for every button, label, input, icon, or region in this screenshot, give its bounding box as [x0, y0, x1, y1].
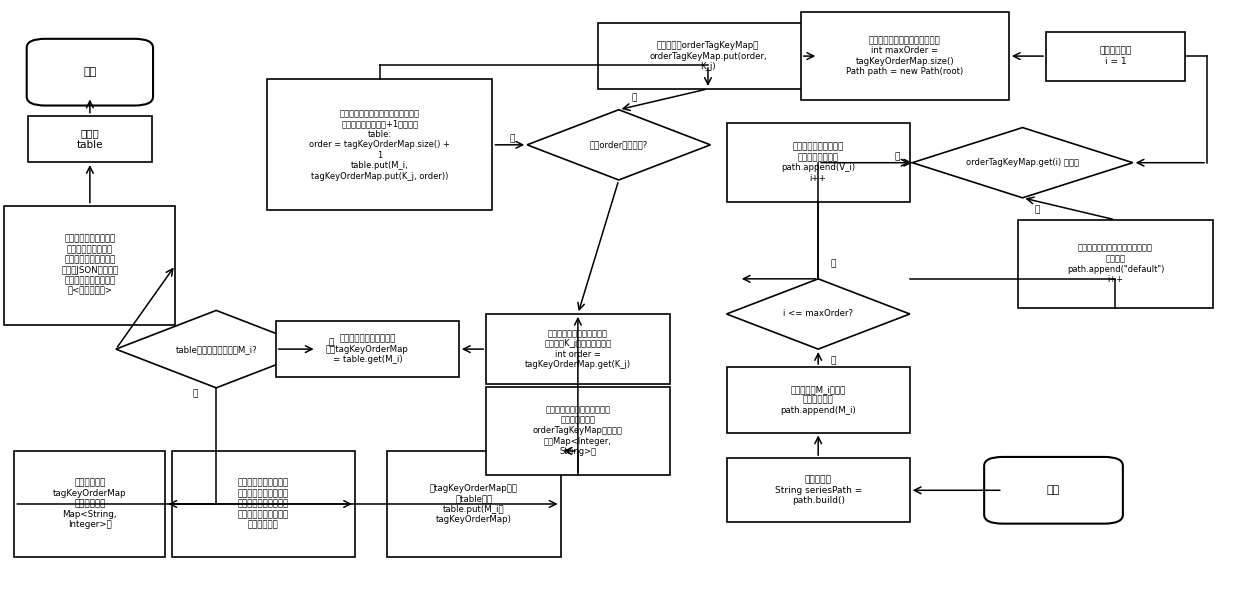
- Polygon shape: [727, 279, 910, 349]
- Text: 当前order是否为空?: 当前order是否为空?: [590, 140, 647, 149]
- FancyBboxPatch shape: [801, 12, 1009, 100]
- Polygon shape: [913, 128, 1133, 198]
- Text: 初始化
table: 初始化 table: [77, 128, 103, 150]
- Polygon shape: [527, 110, 711, 180]
- Text: 是: 是: [1035, 205, 1040, 214]
- FancyBboxPatch shape: [985, 457, 1123, 524]
- Text: 获取当前度量对应的子映
射表tagKeyOrderMap
= table.get(M_i): 获取当前度量对应的子映 射表tagKeyOrderMap = table.get…: [326, 334, 409, 364]
- Text: 否: 否: [831, 356, 836, 365]
- FancyBboxPatch shape: [486, 387, 670, 475]
- FancyBboxPatch shape: [598, 23, 818, 89]
- FancyBboxPatch shape: [727, 124, 910, 202]
- Text: 将该标签字段对应的路径量为缺省
默认值：
path.append("default")
i++: 将该标签字段对应的路径量为缺省 默认值： path.append("defaul…: [1066, 244, 1164, 284]
- Text: 开始: 开始: [83, 67, 97, 77]
- Text: 对标签中的每个字段进
行遍历，将字段的关键
字（量）作为子映射表
的键，将其顺序号作为
子映射表的值: 对标签中的每个字段进 行遍历，将字段的关键 字（量）作为子映射表 的键，将其顺序…: [238, 479, 289, 530]
- Text: 获取最大路径位置并创建路径：
int maxOrder =
tagKeyOrderMap.size()
Path path = new Path(root): 获取最大路径位置并创建路径： int maxOrder = tagKeyOrde…: [846, 36, 963, 76]
- Text: 否: 否: [631, 93, 636, 102]
- FancyBboxPatch shape: [29, 116, 151, 162]
- FancyBboxPatch shape: [1047, 32, 1184, 81]
- Text: i <= maxOrder?: i <= maxOrder?: [784, 309, 853, 318]
- Text: 将tagKeyOrderMap加入
到table中：
table.put(M_i，
tagKeyOrderMap): 将tagKeyOrderMap加入 到table中： table.put(M_i…: [430, 484, 518, 524]
- FancyBboxPatch shape: [275, 321, 459, 377]
- FancyBboxPatch shape: [267, 79, 492, 210]
- FancyBboxPatch shape: [1018, 220, 1213, 308]
- FancyBboxPatch shape: [171, 451, 355, 557]
- Text: 当前字段为新字段，对应的路径位置
为历史最大路径位置+1，并更新
table:
order = tagKeyOrderMap.size() +
1
table.: 当前字段为新字段，对应的路径位置 为历史最大路径位置+1，并更新 table: …: [309, 109, 450, 180]
- FancyBboxPatch shape: [15, 451, 165, 557]
- Polygon shape: [115, 310, 316, 388]
- Text: 对于时间序列的一个新
到达的数据点：解析
其基于度量和标签的数
据格式JSON或其他等
价字符串，转换为二元
组<度量，标签>: 对于时间序列的一个新 到达的数据点：解析 其基于度量和标签的数 据格式JSON或…: [61, 235, 119, 296]
- FancyBboxPatch shape: [27, 39, 153, 106]
- FancyBboxPatch shape: [387, 451, 560, 557]
- Text: 更新映射表orderTagKeyMap：
orderTagKeyMap.put(order,
K_j): 更新映射表orderTagKeyMap： orderTagKeyMap.put(…: [649, 41, 766, 71]
- Text: 结束: 结束: [1047, 485, 1060, 496]
- Text: 设置循环变量
i = 1: 设置循环变量 i = 1: [1100, 47, 1132, 66]
- Text: 否: 否: [192, 389, 197, 398]
- FancyBboxPatch shape: [486, 314, 670, 384]
- FancyBboxPatch shape: [5, 205, 175, 325]
- Text: 对标签中的每个字段进行遍
历，获得K_j对应的路径位置
int order =
tagKeyOrderMap.get(K_j): 对标签中的每个字段进行遍 历，获得K_j对应的路径位置 int order = …: [525, 329, 631, 369]
- Text: 创建子映射表
tagKeyOrderMap
（数据类型为
Map<String,
Integer>）: 创建子映射表 tagKeyOrderMap （数据类型为 Map<String,…: [53, 479, 126, 530]
- FancyBboxPatch shape: [727, 458, 910, 522]
- FancyBboxPatch shape: [727, 367, 910, 432]
- Text: 构建路径：
String seriesPath =
path.build(): 构建路径： String seriesPath = path.build(): [775, 475, 862, 505]
- Text: 用度量名称M_i填充最
后一层路径：
path.append(M_i): 用度量名称M_i填充最 后一层路径： path.append(M_i): [780, 385, 856, 415]
- Text: 否: 否: [894, 152, 900, 161]
- Text: table中是否存在该度量M_i?: table中是否存在该度量M_i?: [175, 344, 257, 353]
- Text: 是: 是: [510, 134, 515, 143]
- Text: 创建一个维护路径位置和标签
字段名的映射表
orderTagKeyMap（数据类
型为Map<Integer,
String>）: 创建一个维护路径位置和标签 字段名的映射表 orderTagKeyMap（数据类…: [533, 405, 622, 456]
- Text: 在对应路径位置填入对
应的标签字段值：
path.append(V_i)
i++: 在对应路径位置填入对 应的标签字段值： path.append(V_i) i++: [781, 143, 856, 183]
- Text: 是: 是: [831, 260, 836, 269]
- Text: 是: 是: [329, 338, 335, 347]
- Text: orderTagKeyMap.get(i) 为空？: orderTagKeyMap.get(i) 为空？: [966, 158, 1079, 167]
